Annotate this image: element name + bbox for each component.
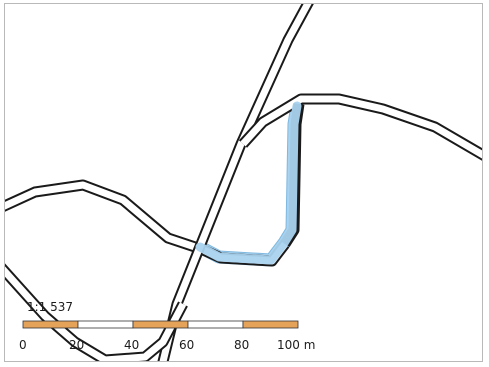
scale-bar-segment xyxy=(187,320,244,329)
scale-bar-segment xyxy=(242,320,299,329)
scale-bar-segment xyxy=(22,320,79,329)
road-west xyxy=(5,179,290,267)
road-east xyxy=(238,93,482,161)
road-southwest xyxy=(5,263,188,361)
map-view[interactable]: 1:1 537 0 20 40 60 80 100 m xyxy=(4,3,483,362)
scale-ratio-label: 1:1 537 xyxy=(27,300,73,314)
scale-bar-segment xyxy=(132,320,189,329)
scale-tick-label: 80 xyxy=(234,338,249,352)
scale-bar xyxy=(22,320,299,329)
scale-tick-label: 60 xyxy=(179,338,194,352)
scale-tick-label: 20 xyxy=(69,338,84,352)
scale-bar-segment xyxy=(77,320,134,329)
scale-tick-label: 0 xyxy=(19,338,27,352)
map-canvas[interactable]: 1:1 537 0 20 40 60 80 100 m xyxy=(5,4,483,362)
scale-tick-label: 100 m xyxy=(277,338,315,352)
scale-tick-label: 40 xyxy=(124,338,139,352)
